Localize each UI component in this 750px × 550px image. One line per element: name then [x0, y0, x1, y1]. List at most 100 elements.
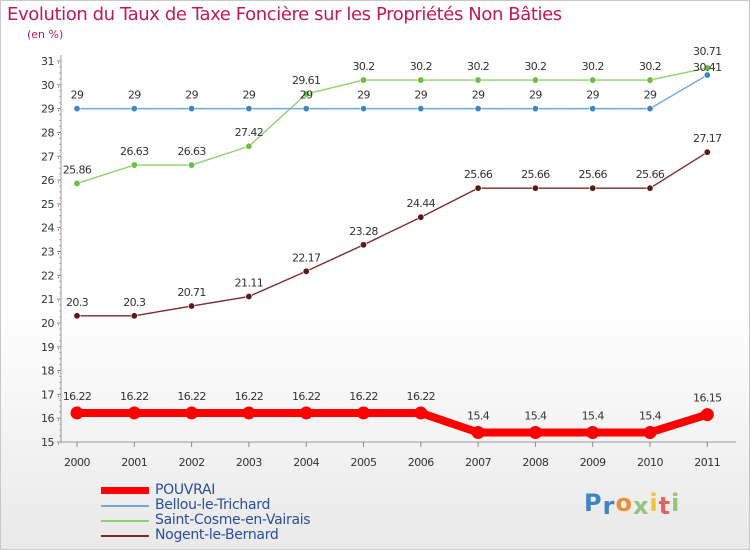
y-tick-label: 17	[41, 388, 54, 401]
data-point	[589, 76, 597, 84]
y-tick-label: 20	[41, 317, 54, 330]
data-label: 25.66	[464, 168, 493, 181]
logo-letter: P	[584, 489, 603, 517]
data-label: 29	[529, 89, 542, 102]
legend-label: Bellou-le-Trichard	[155, 497, 271, 513]
data-label: 29	[357, 89, 370, 102]
data-point	[474, 76, 482, 84]
data-point	[474, 184, 482, 192]
logo-letter: o	[615, 489, 633, 517]
data-label: 16.15	[693, 392, 722, 405]
data-point	[531, 184, 539, 192]
data-point	[359, 76, 367, 84]
data-label: 16.22	[407, 390, 436, 403]
logo-letter: i	[649, 489, 659, 517]
data-label: 21.11	[235, 277, 264, 290]
legend-swatch	[101, 487, 149, 494]
data-point	[646, 184, 654, 192]
series-line-saint-cosme-en-vairais	[76, 67, 708, 185]
data-point	[531, 76, 539, 84]
x-tick-label: 2003	[236, 456, 262, 469]
legend-label: Saint-Cosme-en-Vairais	[155, 512, 311, 528]
y-tick-label: 31	[41, 55, 54, 68]
data-point	[357, 406, 370, 420]
data-point	[245, 293, 253, 301]
data-point	[188, 105, 196, 113]
data-label: 16.22	[235, 390, 264, 403]
y-tick-label: 24	[41, 222, 54, 235]
data-label: 20.3	[123, 296, 146, 309]
y-tick-label: 29	[41, 103, 54, 116]
data-label: 30.2	[524, 60, 546, 73]
data-point	[703, 71, 711, 79]
data-point	[586, 425, 600, 439]
logo-letter: x	[632, 492, 650, 520]
data-point	[646, 76, 654, 84]
data-point	[302, 105, 310, 113]
series-line-nogent-le-bernard	[76, 151, 708, 317]
data-point	[73, 312, 81, 320]
data-point	[414, 406, 428, 420]
data-point	[130, 312, 138, 320]
x-tick-label: 2001	[121, 456, 147, 469]
y-tick-label: 15	[41, 436, 54, 449]
y-tick-label: 22	[41, 269, 54, 282]
data-point	[589, 105, 597, 113]
logo-letter: t	[658, 492, 672, 520]
data-label: 30.41	[693, 61, 722, 74]
data-label: 30.2	[410, 60, 432, 73]
data-label: 25.66	[521, 168, 550, 181]
data-label: 20.71	[177, 286, 206, 299]
data-point	[359, 241, 367, 249]
y-tick-label: 27	[41, 150, 54, 163]
data-point	[188, 302, 196, 310]
data-point	[471, 425, 485, 439]
data-point	[528, 425, 542, 439]
data-point	[417, 105, 425, 113]
data-point	[359, 105, 367, 113]
data-point	[127, 406, 141, 420]
data-label: 16.22	[349, 390, 378, 403]
x-tick-label: 2002	[179, 456, 205, 469]
data-label: 29	[414, 89, 427, 102]
data-point	[245, 142, 253, 150]
data-point	[130, 105, 138, 113]
data-label: 16.22	[292, 390, 321, 403]
data-label: 29	[300, 89, 313, 102]
data-point	[188, 161, 196, 169]
series-line-pouvrai	[73, 408, 712, 437]
data-label: 25.66	[578, 168, 607, 181]
x-tick-label: 2007	[465, 456, 491, 469]
y-tick-label: 21	[41, 293, 54, 306]
x-tick-label: 2005	[351, 456, 377, 469]
data-point	[703, 64, 711, 72]
x-tick-label: 2011	[694, 456, 720, 469]
logo-letter: r	[602, 492, 616, 520]
data-label: 23.28	[349, 225, 378, 238]
data-point	[646, 105, 654, 113]
data-point	[589, 184, 597, 192]
data-point	[417, 76, 425, 84]
data-label: 30.2	[467, 60, 489, 73]
data-label: 20.3	[66, 296, 89, 309]
x-tick-label: 2000	[64, 456, 90, 469]
data-label: 29.61	[292, 74, 321, 87]
legend-label: POUVRAI	[155, 482, 216, 498]
x-tick-label: 2004	[293, 456, 319, 469]
y-tick-label: 19	[41, 341, 54, 354]
data-point	[299, 406, 313, 420]
y-axis-label: (en %)	[27, 28, 64, 41]
data-point	[643, 425, 657, 439]
legend-swatch	[101, 505, 149, 507]
data-point	[417, 213, 425, 221]
data-point	[531, 105, 539, 113]
data-label: 29	[586, 89, 599, 102]
data-label: 29	[128, 89, 141, 102]
data-label: 15.4	[639, 409, 662, 422]
data-point	[70, 406, 84, 420]
legend-swatch	[101, 520, 149, 522]
data-label: 29	[185, 89, 198, 102]
data-label: 24.44	[407, 197, 436, 210]
